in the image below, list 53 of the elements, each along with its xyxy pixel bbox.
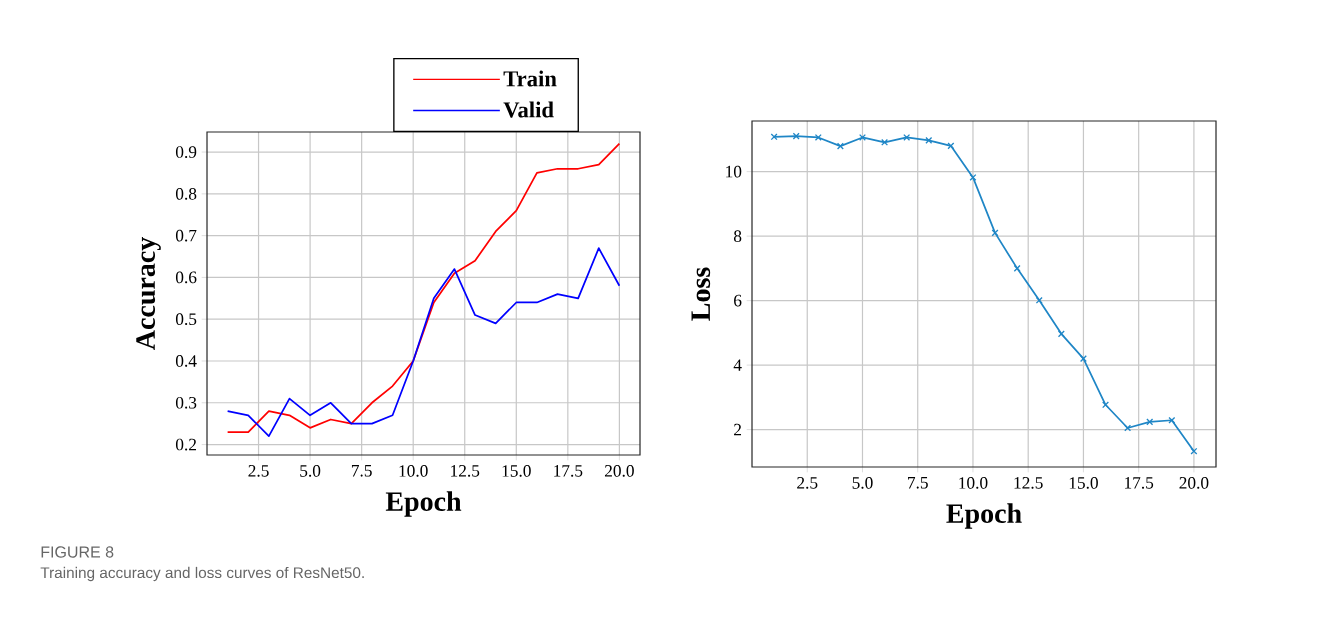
point xyxy=(925,136,933,144)
y-axis-title: Loss xyxy=(691,267,711,321)
y-tick-label: 0.5 xyxy=(175,313,197,326)
y-tick-label: 0.4 xyxy=(175,355,197,367)
point xyxy=(1146,418,1154,426)
x-tick-label: 15.0 xyxy=(502,465,531,477)
x-axis-title: Epoch xyxy=(385,491,462,517)
y-tick-label: 0.3 xyxy=(175,396,197,409)
x-tick-label: 7.5 xyxy=(351,465,372,477)
x-tick-label: 17.5 xyxy=(1125,477,1154,489)
y-tick-label: 8 xyxy=(733,230,742,242)
point xyxy=(903,133,911,141)
point xyxy=(1190,447,1198,455)
x-tick-label: 2.5 xyxy=(797,477,818,489)
x-axis-title: Epoch xyxy=(946,503,1022,529)
point xyxy=(1013,264,1021,272)
point xyxy=(1124,424,1132,432)
y-tick-label: 2 xyxy=(734,423,742,436)
caption: FIGURE 8 xyxy=(41,546,114,558)
x-tick-label: 20.0 xyxy=(604,465,634,477)
y-tick-label: 6 xyxy=(734,294,742,307)
y-tick-label: 10 xyxy=(726,165,742,178)
x-tick-label: 10.0 xyxy=(399,465,428,477)
point xyxy=(969,173,977,181)
y-tick-label: 0.9 xyxy=(175,146,197,158)
x-tick-label: 7.5 xyxy=(908,477,928,489)
y-tick-label: 4 xyxy=(733,359,742,371)
point xyxy=(814,133,822,141)
y-axis-title: Accuracy xyxy=(136,237,161,350)
x-tick-label: 2.5 xyxy=(248,465,269,477)
line-series xyxy=(226,142,621,433)
x-tick-label: 17.5 xyxy=(554,465,583,477)
point xyxy=(1079,355,1087,363)
line-series xyxy=(226,247,621,438)
x-tick-label: 5.0 xyxy=(852,477,873,489)
x-tick-label: 10.0 xyxy=(959,477,988,489)
x-tick-label: 5.0 xyxy=(300,465,321,477)
point xyxy=(1057,330,1065,338)
point xyxy=(770,133,778,141)
x-tick-label: 15.0 xyxy=(1069,477,1098,489)
point xyxy=(881,138,889,146)
x-tick-label: 12.5 xyxy=(1014,477,1043,489)
y-tick-label: 0.7 xyxy=(175,229,197,242)
point xyxy=(1102,401,1110,409)
legend-label: Valid xyxy=(503,101,554,118)
x-tick-label: 12.5 xyxy=(451,465,480,477)
text: Training accuracy and loss curves of ResNet50. xyxy=(40,566,364,582)
y-tick-label: 0.8 xyxy=(175,187,197,200)
y-tick-label: 0.6 xyxy=(175,271,197,284)
point xyxy=(836,142,844,150)
y-tick-label: 0.2 xyxy=(175,438,197,451)
legend-label: Train xyxy=(503,70,557,87)
x-tick-label: 20.0 xyxy=(1179,477,1209,489)
